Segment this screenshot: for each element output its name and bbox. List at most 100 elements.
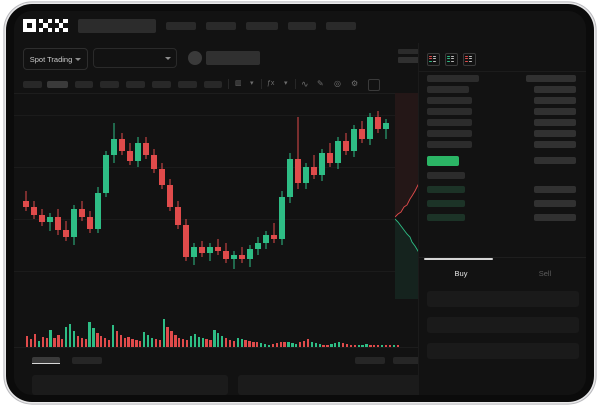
candle [71,93,77,299]
candlestick-type-icon[interactable]: ▥ [235,80,242,87]
tab-buy[interactable]: Buy [454,269,468,278]
volume-bar [310,341,314,347]
global-search-input[interactable] [78,19,156,33]
magnet-icon[interactable]: ◎ [334,79,341,88]
orderbook-ask-price-5[interactable] [427,130,472,137]
candle [119,93,125,299]
timeframe-7[interactable] [178,81,197,88]
nav-item-2[interactable] [206,22,236,30]
candle [303,93,309,299]
volume-bar [392,344,395,347]
volume-bar [65,326,68,347]
volume-bar [45,338,48,347]
pair-name-skeleton [206,51,260,65]
timeframe-6[interactable] [152,81,171,88]
orders-card-2[interactable] [238,375,434,395]
volume-bar [139,340,142,347]
timeframe-3[interactable] [75,81,93,88]
orders-action-1[interactable] [355,357,385,364]
orderbook-mode-bids-icon[interactable] [445,53,458,66]
orders-action-2[interactable] [393,357,423,364]
timeframe-8[interactable] [204,81,222,88]
volume-bar [275,343,278,347]
fullscreen-icon[interactable] [368,79,380,91]
order-amount-field[interactable] [427,343,579,359]
trading-pair-selector[interactable] [93,48,177,68]
orderbook-bid-price-2[interactable] [427,200,465,207]
volume-bar [80,337,83,347]
wave-line-icon[interactable]: ∿ [301,79,309,89]
orderbook-bid-size-2 [534,200,576,207]
volume-bar [260,343,263,347]
chevron-down-icon [165,56,171,60]
volume-bar [267,344,271,347]
candlestick-chart[interactable] [14,93,418,299]
tab-sell[interactable]: Sell [538,269,552,278]
volume-bar [322,344,325,347]
candle [311,93,317,299]
timeframe-2[interactable] [47,81,68,88]
spot-trading-selector[interactable]: Spot Trading [23,48,88,70]
chart-type-dropdown-icon[interactable]: ▾ [250,80,254,87]
candle [287,93,293,299]
orderbook-ask-price-4[interactable] [427,119,472,126]
order-price-field[interactable] [427,317,579,333]
volume-bar [302,340,306,347]
order-form-tabbar: Buy Sell [419,257,586,288]
orderbook-mode-asks-icon[interactable] [463,53,476,66]
candle [359,93,365,299]
volume-bar [295,343,298,347]
settings-gear-icon[interactable]: ⚙ [351,79,359,88]
volume-bar [92,328,95,347]
indicators-dropdown-icon[interactable]: ▾ [284,80,288,87]
orderbook-bid-price-3[interactable] [427,214,465,221]
timeframe-5[interactable] [126,81,145,88]
chart-toolbar: ▥ ▾ ƒx ▾ ∿ ✎ ◎ ⚙ [14,75,418,94]
nav-item-3[interactable] [246,22,278,30]
orderbook-bid-size-3 [534,214,576,221]
orderbook-ask-price-0[interactable] [427,75,479,82]
order-type-field[interactable] [427,291,579,307]
volume-bar [197,336,200,347]
volume-bar [104,338,107,347]
volume-bar [123,337,126,347]
orderbook-bid-price-0[interactable] [427,172,465,179]
orderbook-header-divider [419,71,586,72]
candle [215,93,221,299]
volume-bar [306,339,310,347]
orders-card-1[interactable] [32,375,228,395]
pair-coin-avatar [188,51,202,65]
orderbook-mode-both-icon[interactable] [427,53,440,66]
volume-bar [248,340,251,347]
nav-item-4[interactable] [288,22,316,30]
nav-item-5[interactable] [326,22,356,30]
draw-pencil-icon[interactable]: ✎ [317,79,324,88]
orders-tab-2[interactable] [72,357,102,364]
volume-bar [361,344,364,347]
indicators-icon[interactable]: ƒx [267,80,275,87]
candle [167,93,173,299]
volume-bar [228,339,232,347]
volume-bar [72,330,76,347]
candle [55,93,61,299]
orderbook-ask-price-6[interactable] [427,141,472,148]
orderbook-ask-price-3[interactable] [427,108,472,115]
candle [95,93,101,299]
volume-bar [49,329,52,347]
volume-bar [178,337,181,347]
okx-logo-icon[interactable] [23,19,68,33]
timeframe-4[interactable] [100,81,119,88]
orders-tab-1[interactable] [32,357,60,364]
timeframe-1[interactable] [23,81,42,88]
orderbook-ask-price-1[interactable] [427,86,469,93]
candle [207,93,213,299]
orderbook-ask-price-2[interactable] [427,97,472,104]
volume-bar [33,333,37,347]
volume-bar [170,331,173,347]
volume-bar [377,345,380,347]
nav-item-1[interactable] [166,22,196,30]
volume-bar [341,343,345,347]
candle [319,93,325,299]
chart-gridline-2 [14,219,418,220]
orderbook-bid-price-1[interactable] [427,186,465,193]
